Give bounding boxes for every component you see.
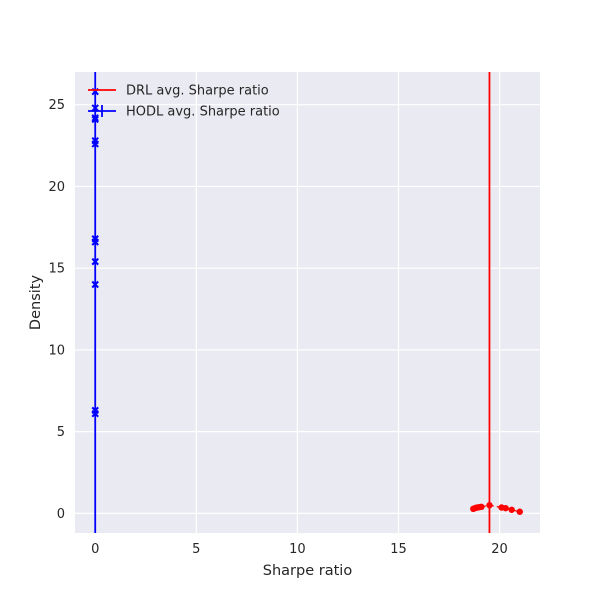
y-tick-label: 5 [57,425,65,440]
y-tick-label: 25 [48,98,65,113]
x-tick-label: 20 [491,542,508,557]
data-point [478,503,485,511]
y-tick-label: 20 [48,180,65,195]
y-axis-label: Density [28,275,44,331]
data-point [516,508,523,515]
x-tick-label: 10 [289,542,306,557]
data-layer [91,72,523,533]
series-drl [470,72,523,533]
y-tick-label: 10 [48,343,65,358]
x-axis-label: Sharpe ratio [263,563,353,579]
data-point [502,504,509,512]
y-tick-label: 0 [57,507,65,522]
legend: DRL avg. Sharpe ratio HODL avg. Sharpe ra… [88,84,280,120]
plot-background [75,72,540,533]
x-tick-label: 15 [390,542,407,557]
legend-item: HODL avg. Sharpe ratio [88,105,280,120]
x-tick-label: 0 [91,542,99,557]
series-hodl [91,72,99,533]
data-point [508,506,515,513]
tick-labels: 0 5 10 15 20 0 5 10 15 20 25 [48,98,507,557]
grid [75,72,540,533]
x-tick-label: 5 [192,542,200,557]
legend-item: DRL avg. Sharpe ratio [88,84,269,99]
legend-label: HODL avg. Sharpe ratio [126,105,280,120]
y-tick-label: 15 [48,262,65,277]
legend-label: DRL avg. Sharpe ratio [126,84,269,99]
